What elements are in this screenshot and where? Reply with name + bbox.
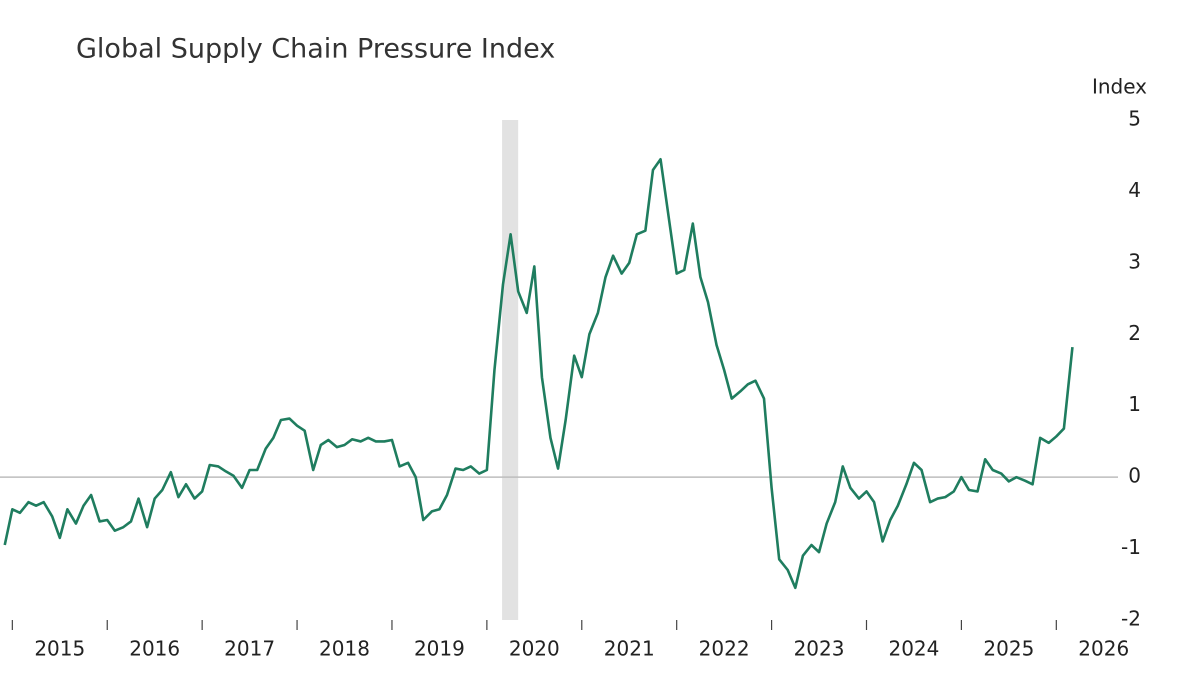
- y-tick-label: 1: [1128, 392, 1141, 416]
- x-tick-label: 2016: [129, 637, 180, 661]
- y-tick-label: 2: [1128, 321, 1141, 345]
- y-tick-label: -2: [1121, 607, 1141, 631]
- chart-title: Global Supply Chain Pressure Index: [76, 34, 555, 65]
- x-tick-label: 2026: [1078, 637, 1129, 661]
- y-tick-label: 5: [1128, 107, 1141, 131]
- x-tick-label: 2024: [888, 637, 939, 661]
- y-tick-label: -1: [1121, 535, 1141, 559]
- y-tick-label: 3: [1128, 249, 1141, 273]
- x-tick-label: 2021: [604, 637, 655, 661]
- x-tick-label: 2022: [699, 637, 750, 661]
- x-tick-label: 2019: [414, 637, 465, 661]
- y-tick-label: 4: [1128, 178, 1141, 202]
- x-tick-label: 2023: [794, 637, 845, 661]
- series-line: [3, 157, 1074, 590]
- shaded-period: [502, 120, 519, 620]
- x-tick-label: 2015: [34, 637, 85, 661]
- x-tick-label: 2020: [509, 637, 560, 661]
- y-tick-label: 0: [1128, 464, 1141, 488]
- x-tick-label: 2017: [224, 637, 275, 661]
- x-tick-label: 2025: [983, 637, 1034, 661]
- y-axis-label: Index: [1092, 75, 1147, 99]
- x-tick-label: 2018: [319, 637, 370, 661]
